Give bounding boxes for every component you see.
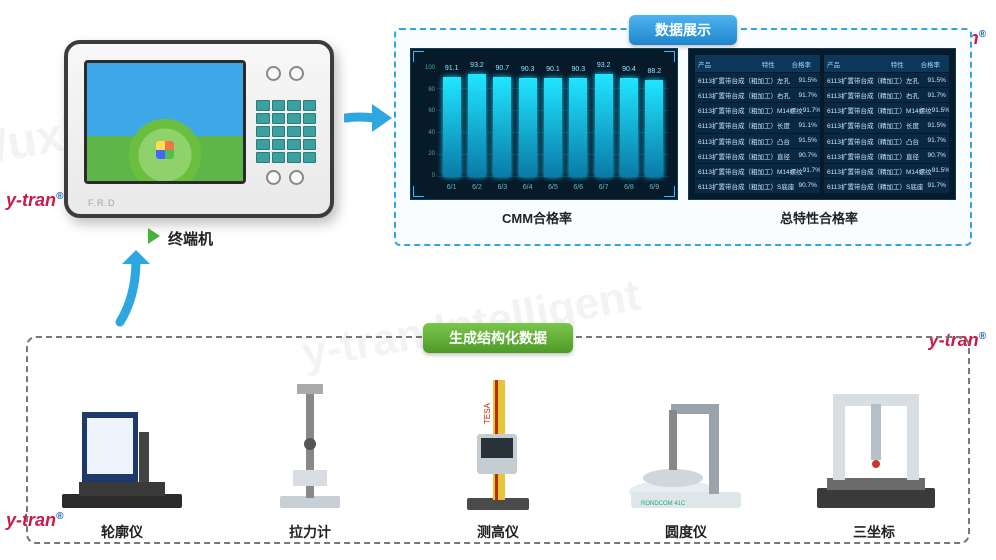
equipment-label: 拉力计 [289, 522, 331, 542]
table-row: 6113扩置带台成（精加工）直径90.7% [824, 149, 949, 163]
table-row: 6113扩置带台成（粗加工）左孔91.5% [695, 73, 820, 87]
equipment-image [47, 374, 197, 514]
bar: 90.46/8 [620, 78, 638, 177]
equipment-panel-title: 生成结构化数据 [423, 323, 573, 353]
equipment-item: TESA 测高仪 [408, 374, 588, 542]
table-row: 6113扩置带台成（精加工）右孔91.7% [824, 88, 949, 102]
logo-ytran: y-tran® [6, 190, 63, 211]
equipment-item: 拉力计 [220, 374, 400, 542]
table-row: 6113扩置带台成（粗加工）M14螺纹91.7% [695, 103, 820, 117]
terminal-brand: F.R.D [88, 198, 116, 208]
arrow-right-icon [344, 96, 394, 140]
arrow-up-icon [114, 250, 158, 330]
equipment-image [799, 374, 949, 514]
equipment-label: 圆度仪 [665, 522, 707, 542]
bar: 90.76/3 [493, 77, 511, 177]
bar: 88.26/9 [645, 80, 663, 177]
table-row: 6113扩置带台成（精加工）M14螺纹91.5% [824, 164, 949, 178]
bar: 90.36/6 [569, 78, 587, 177]
svg-text:RONDCOM 41C: RONDCOM 41C [641, 501, 686, 507]
table-row: 6113扩置带台成（粗加工）右孔91.7% [695, 88, 820, 102]
table-row: 6113扩置带台成（粗加工）M14螺纹91.7% [695, 164, 820, 178]
table-row: 6113扩置带台成（精加工）凸台91.7% [824, 134, 949, 148]
equipment-label: 三坐标 [853, 522, 895, 542]
equipment-image: TESA [423, 374, 573, 514]
equipment-panel: 生成结构化数据 轮廓仪拉力计TESA测高仪RONDCOM 41C圆度仪三坐标 [26, 336, 970, 544]
chart1-caption: CMM合格率 [502, 208, 572, 227]
cmm-bar-chart: 100806040200 91.16/193.26/290.76/390.36/… [410, 48, 678, 200]
table-header: 产品特性合格率 [695, 55, 820, 72]
terminal-device: F.R.D [64, 40, 334, 218]
chart2-caption: 总特性合格率 [780, 208, 858, 227]
terminal-label: 终端机 [168, 228, 213, 249]
play-icon [148, 228, 160, 244]
table-row: 6113扩置带台成（精加工）M14螺纹91.5% [824, 103, 949, 117]
equipment-item: 轮廓仪 [32, 374, 212, 542]
equipment-image: RONDCOM 41C [611, 374, 761, 514]
windows-logo-icon [156, 141, 174, 159]
table-row: 6113扩置带台成（精加工）S底座91.7% [824, 179, 949, 193]
bar: 91.16/1 [443, 77, 461, 177]
equipment-label: 测高仪 [477, 522, 519, 542]
bar: 90.16/5 [544, 78, 562, 177]
table-row: 6113扩置带台成（粗加工）S底座90.7% [695, 179, 820, 193]
table-row: 6113扩置带台成（粗加工）凸台91.5% [695, 134, 820, 148]
svg-text:TESA: TESA [483, 402, 492, 424]
table-row: 6113扩置带台成（粗加工）长度91.1% [695, 118, 820, 132]
bar: 93.26/7 [595, 74, 613, 177]
equipment-image [235, 374, 385, 514]
table-row: 6113扩置带台成（粗加工）直径90.7% [695, 149, 820, 163]
table-header: 产品特性合格率 [824, 55, 949, 72]
bar: 90.36/4 [519, 78, 537, 177]
equipment-item: 三坐标 [784, 374, 964, 542]
terminal-screen [84, 60, 246, 184]
equipment-item: RONDCOM 41C 圆度仪 [596, 374, 776, 542]
table-row: 6113扩置带台成（精加工）长度91.5% [824, 118, 949, 132]
data-display-panel: 数据展示 100806040200 91.16/193.26/290.76/39… [394, 28, 972, 246]
table-row: 6113扩置带台成（精加工）左孔91.5% [824, 73, 949, 87]
terminal-keypad [256, 100, 316, 163]
equipment-label: 轮廓仪 [101, 522, 143, 542]
qualification-table: 产品特性合格率6113扩置带台成（粗加工）左孔91.5%6113扩置带台成（粗加… [688, 48, 956, 200]
data-panel-title: 数据展示 [629, 15, 737, 45]
wallpaper [87, 63, 243, 181]
bar: 93.26/2 [468, 74, 486, 177]
